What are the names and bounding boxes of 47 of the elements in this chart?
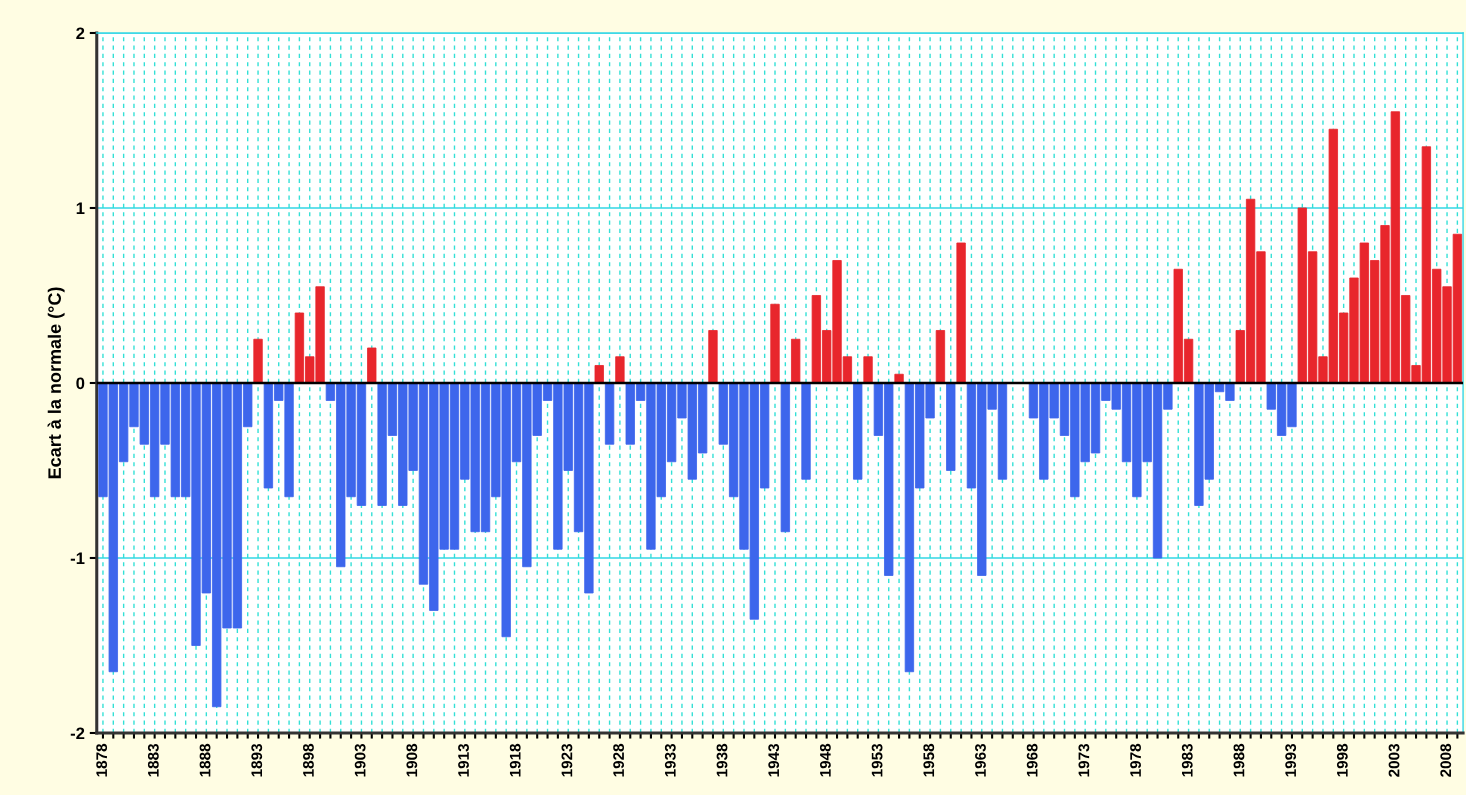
x-tick-label: 1903 — [354, 743, 366, 777]
bar — [253, 338, 263, 384]
x-tick-label: 1963 — [975, 743, 986, 777]
x-tick-label: 1918 — [509, 743, 521, 777]
bar — [615, 356, 625, 384]
x-tick-label: 2003 — [1388, 743, 1400, 777]
x-tick-label: 1978 — [1130, 743, 1141, 777]
bar — [935, 330, 946, 384]
x-tick-label: 1893 — [251, 743, 263, 777]
bar — [956, 242, 966, 384]
bar — [853, 382, 863, 480]
y-tick-label: -1 — [70, 552, 85, 565]
x-tick-label: 1923 — [561, 743, 573, 777]
x-tick-label: 1993 — [1285, 743, 1297, 777]
y-tick-label: 2 — [76, 27, 85, 40]
x-tick-label: 1958 — [923, 743, 935, 777]
bar — [946, 382, 956, 471]
x-tick-label: 1878 — [96, 743, 108, 777]
x-tick-label: 1968 — [1026, 743, 1038, 777]
bar — [791, 338, 801, 384]
bar — [604, 382, 615, 445]
x-tick-label: 1913 — [458, 743, 469, 777]
x-tick-label: 2008 — [1440, 743, 1452, 777]
x-tick-label: 1928 — [613, 743, 625, 777]
x-tick-label: 1898 — [303, 743, 314, 777]
x-tick-label: 1948 — [819, 743, 831, 777]
y-axis-title: Ecart à la normale (°C) — [47, 287, 65, 479]
x-tick-label: 1938 — [716, 743, 728, 777]
x-tick-label: 1888 — [199, 743, 211, 777]
bar — [801, 382, 811, 480]
x-tick-label: 1973 — [1078, 743, 1090, 777]
y-tick-label: 0 — [76, 377, 85, 390]
y-tick-label: 1 — [76, 202, 85, 215]
x-tick-label: 1953 — [871, 743, 883, 777]
bar — [863, 356, 873, 384]
x-tick-label: 1943 — [768, 743, 780, 777]
x-tick-label: 1988 — [1233, 743, 1245, 777]
x-tick-label: 1933 — [664, 743, 676, 777]
bar — [708, 330, 718, 384]
bar — [367, 347, 377, 384]
bar — [594, 365, 604, 384]
y-tick-label: -2 — [70, 727, 85, 740]
bar — [770, 303, 780, 384]
x-tick-label: 1983 — [1181, 743, 1193, 777]
x-tick-label: 1883 — [147, 743, 159, 777]
x-tick-label: 1998 — [1336, 743, 1348, 777]
x-tick-label: 1908 — [406, 743, 418, 777]
